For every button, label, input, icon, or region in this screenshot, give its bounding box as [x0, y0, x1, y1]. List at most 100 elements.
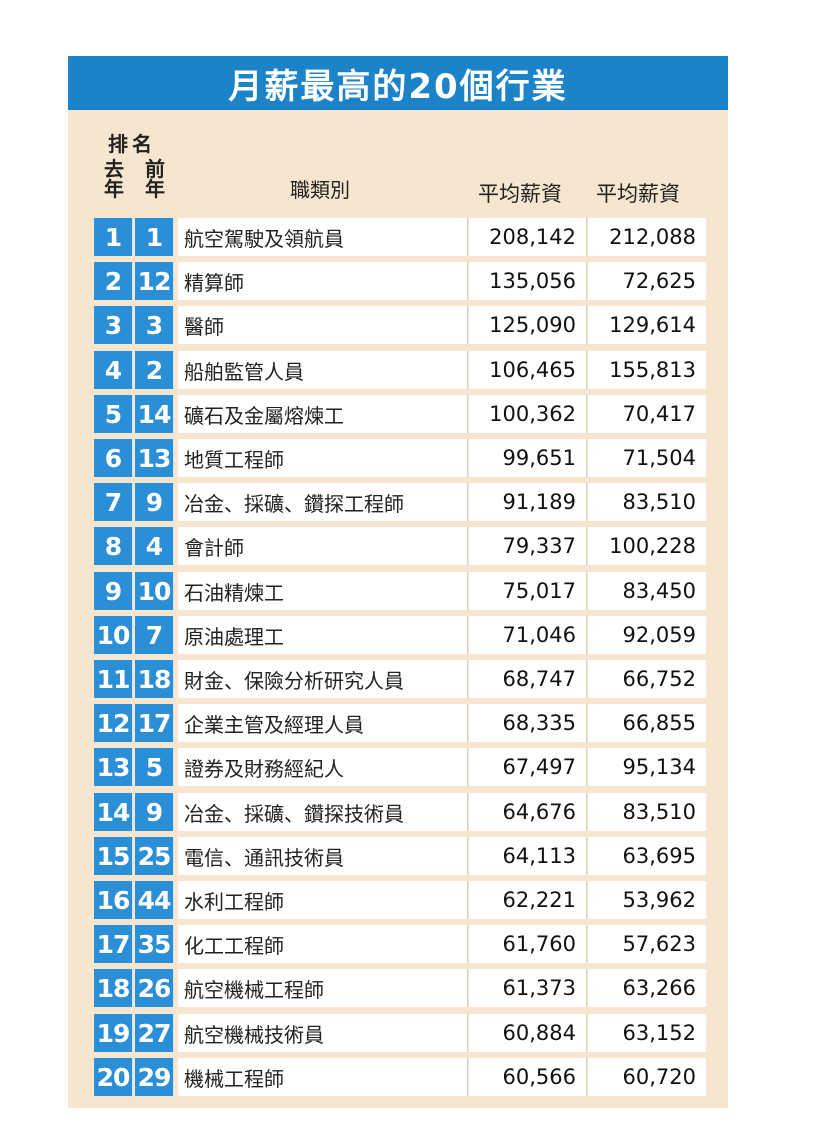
rank-prev-year-cell: 25	[135, 837, 174, 875]
header-salary-prev: 平均薪資	[596, 182, 680, 206]
salary-prev-year-cell: 53,962	[588, 881, 706, 919]
table-row: 9 10 石油精煉工 75,017 83,450	[94, 572, 706, 610]
salary-prev-year-cell: 83,510	[588, 793, 706, 831]
job-category-cell: 企業主管及經理人員	[178, 704, 468, 742]
job-category-cell: 精算師	[178, 262, 468, 300]
salary-prev-year-cell: 63,152	[588, 1014, 706, 1052]
salary-last-year-cell: 100,362	[469, 395, 587, 433]
rank-prev-year-cell: 5	[135, 748, 174, 786]
salary-last-year-cell: 60,884	[469, 1014, 587, 1052]
rank-last-year-cell: 17	[94, 925, 133, 963]
table-row: 14 9 冶金、採礦、鑽探技術員 64,676 83,510	[94, 793, 706, 831]
salary-last-year-cell: 68,747	[469, 660, 587, 698]
job-category-cell: 機械工程師	[178, 1058, 468, 1096]
rank-prev-year-cell: 27	[135, 1014, 174, 1052]
rank-last-year-cell: 3	[94, 306, 133, 344]
rank-last-year-cell: 19	[94, 1014, 133, 1052]
salary-prev-year-cell: 129,614	[588, 306, 706, 344]
salary-last-year-cell: 99,651	[469, 439, 587, 477]
job-category-cell: 航空機械工程師	[178, 969, 468, 1007]
rank-prev-year-cell: 44	[135, 881, 174, 919]
salary-prev-year-cell: 212,088	[588, 218, 706, 256]
header-job-category: 職類別	[290, 178, 350, 202]
rank-prev-year-cell: 3	[135, 306, 174, 344]
rank-prev-year-cell: 35	[135, 925, 174, 963]
job-category-cell: 原油處理工	[178, 616, 468, 654]
salary-prev-year-cell: 63,695	[588, 837, 706, 875]
table-row: 8 4 會計師 79,337 100,228	[94, 527, 706, 565]
rank-last-year-cell: 6	[94, 439, 133, 477]
salary-prev-year-cell: 70,417	[588, 395, 706, 433]
rank-last-year-cell: 10	[94, 616, 133, 654]
table-row: 1 1 航空駕駛及領航員 208,142 212,088	[94, 218, 706, 256]
header-last-year: 去年	[104, 157, 124, 201]
job-category-cell: 航空駕駛及領航員	[178, 218, 468, 256]
rank-last-year-cell: 2	[94, 262, 133, 300]
table-row: 7 9 冶金、採礦、鑽探工程師 91,189 83,510	[94, 483, 706, 521]
salary-prev-year-cell: 92,059	[588, 616, 706, 654]
header-rank: 排名	[108, 132, 156, 156]
table-row: 2 12 精算師 135,056 72,625	[94, 262, 706, 300]
salary-prev-year-cell: 71,504	[588, 439, 706, 477]
salary-last-year-cell: 61,373	[469, 969, 587, 1007]
table-row: 19 27 航空機械技術員 60,884 63,152	[94, 1014, 706, 1052]
salary-last-year-cell: 125,090	[469, 306, 587, 344]
rank-last-year-cell: 20	[94, 1058, 133, 1096]
job-category-cell: 會計師	[178, 527, 468, 565]
job-category-cell: 電信、通訊技術員	[178, 837, 468, 875]
rank-last-year-cell: 12	[94, 704, 133, 742]
salary-prev-year-cell: 83,450	[588, 572, 706, 610]
salary-last-year-cell: 62,221	[469, 881, 587, 919]
salary-last-year-cell: 135,056	[469, 262, 587, 300]
rank-prev-year-cell: 26	[135, 969, 174, 1007]
job-category-cell: 地質工程師	[178, 439, 468, 477]
table-row: 3 3 醫師 125,090 129,614	[94, 306, 706, 344]
job-category-cell: 財金、保險分析研究人員	[178, 660, 468, 698]
salary-prev-year-cell: 63,266	[588, 969, 706, 1007]
salary-last-year-cell: 64,113	[469, 837, 587, 875]
table-row: 6 13 地質工程師 99,651 71,504	[94, 439, 706, 477]
salary-prev-year-cell: 100,228	[588, 527, 706, 565]
table-row: 5 14 礦石及金屬熔煉工 100,362 70,417	[94, 395, 706, 433]
rank-prev-year-cell: 17	[135, 704, 174, 742]
job-category-cell: 船舶監管人員	[178, 351, 468, 389]
salary-last-year-cell: 67,497	[469, 748, 587, 786]
job-category-cell: 航空機械技術員	[178, 1014, 468, 1052]
rank-last-year-cell: 4	[94, 351, 133, 389]
rank-last-year-cell: 13	[94, 748, 133, 786]
job-category-cell: 化工工程師	[178, 925, 468, 963]
rank-prev-year-cell: 10	[135, 572, 174, 610]
table-row: 17 35 化工工程師 61,760 57,623	[94, 925, 706, 963]
salary-prev-year-cell: 72,625	[588, 262, 706, 300]
rank-last-year-cell: 16	[94, 881, 133, 919]
rank-last-year-cell: 8	[94, 527, 133, 565]
salary-last-year-cell: 75,017	[469, 572, 587, 610]
rank-prev-year-cell: 7	[135, 616, 174, 654]
job-category-cell: 礦石及金屬熔煉工	[178, 395, 468, 433]
table-row: 13 5 證券及財務經紀人 67,497 95,134	[94, 748, 706, 786]
table-row: 12 17 企業主管及經理人員 68,335 66,855	[94, 704, 706, 742]
table-title: 月薪最高的20個行業	[68, 56, 728, 110]
salary-last-year-cell: 208,142	[469, 218, 587, 256]
job-category-cell: 醫師	[178, 306, 468, 344]
rank-last-year-cell: 18	[94, 969, 133, 1007]
rank-prev-year-cell: 12	[135, 262, 174, 300]
salary-prev-year-cell: 66,752	[588, 660, 706, 698]
table-row: 4 2 船舶監管人員 106,465 155,813	[94, 351, 706, 389]
table-row: 20 29 機械工程師 60,566 60,720	[94, 1058, 706, 1096]
rank-prev-year-cell: 1	[135, 218, 174, 256]
rank-prev-year-cell: 9	[135, 483, 174, 521]
rank-prev-year-cell: 9	[135, 793, 174, 831]
table-row: 10 7 原油處理工 71,046 92,059	[94, 616, 706, 654]
salary-last-year-cell: 60,566	[469, 1058, 587, 1096]
rank-prev-year-cell: 14	[135, 395, 174, 433]
rank-last-year-cell: 14	[94, 793, 133, 831]
job-category-cell: 冶金、採礦、鑽探技術員	[178, 793, 468, 831]
salary-last-year-cell: 106,465	[469, 351, 587, 389]
rank-prev-year-cell: 13	[135, 439, 174, 477]
rank-last-year-cell: 15	[94, 837, 133, 875]
job-category-cell: 石油精煉工	[178, 572, 468, 610]
job-category-cell: 證券及財務經紀人	[178, 748, 468, 786]
job-category-cell: 冶金、採礦、鑽探工程師	[178, 483, 468, 521]
salary-prev-year-cell: 60,720	[588, 1058, 706, 1096]
